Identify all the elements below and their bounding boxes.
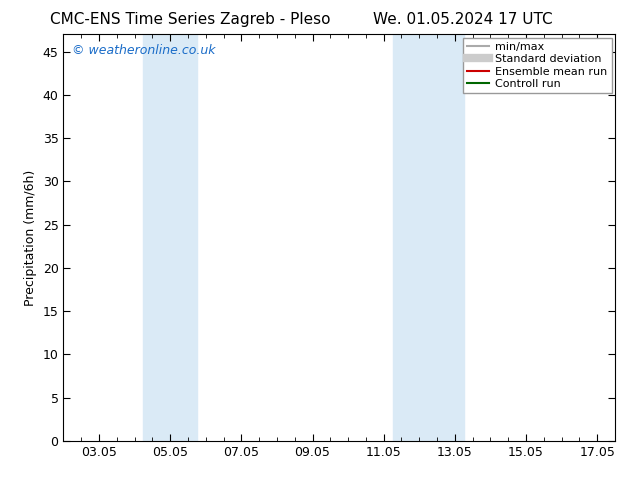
Bar xyxy=(428,34,463,441)
Text: © weatheronline.co.uk: © weatheronline.co.uk xyxy=(72,45,215,57)
Text: CMC-ENS Time Series Zagreb - Pleso: CMC-ENS Time Series Zagreb - Pleso xyxy=(50,12,330,27)
Legend: min/max, Standard deviation, Ensemble mean run, Controll run: min/max, Standard deviation, Ensemble me… xyxy=(463,38,612,93)
Bar xyxy=(392,34,428,441)
Bar xyxy=(143,34,197,441)
Y-axis label: Precipitation (mm/6h): Precipitation (mm/6h) xyxy=(24,170,37,306)
Text: We. 01.05.2024 17 UTC: We. 01.05.2024 17 UTC xyxy=(373,12,553,27)
